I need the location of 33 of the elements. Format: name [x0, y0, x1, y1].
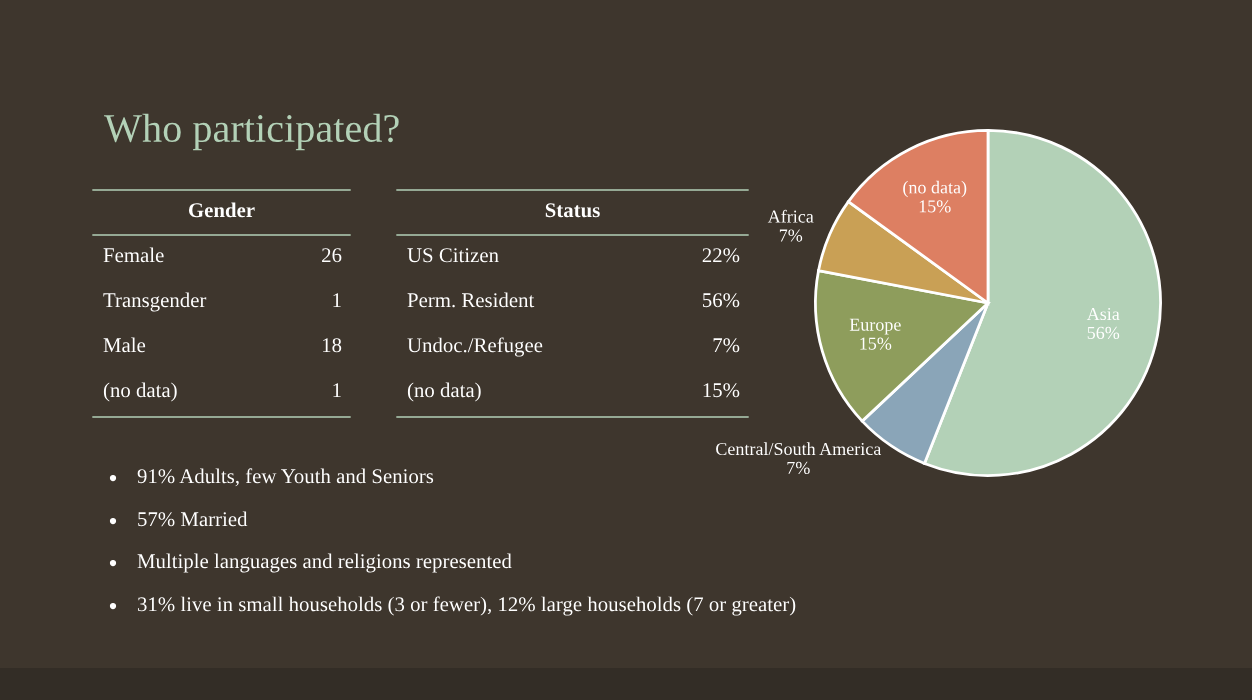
slice-label: (no data) — [903, 180, 967, 198]
slice-label: Africa — [767, 209, 814, 223]
slice-label: Central/South America — [716, 442, 882, 456]
data-label: 56% — [1087, 326, 1120, 339]
category-label: Female — [103, 247, 164, 263]
text: 57% Married — [138, 511, 248, 527]
text: Multiple languages and religions represented — [137, 553, 512, 573]
slice-label: Asia — [1086, 307, 1120, 321]
category-label: Transgender — [103, 292, 207, 312]
data-label: 18 — [323, 338, 342, 353]
category-label: US Citizen — [407, 248, 499, 263]
data-label: 1 — [333, 383, 341, 398]
category-label: Undoc./Refugee — [407, 337, 543, 357]
text: 91% Adults, few Youth and Seniors — [137, 468, 434, 487]
data-label: 15% — [860, 337, 892, 350]
data-label: 22% — [702, 248, 740, 263]
category-label: (no data) — [103, 382, 177, 402]
text: Gender — [188, 202, 255, 218]
data-label: 56% — [703, 293, 740, 308]
text: 31% live in small households (3 or fewer), 12% large households (7 or greater) — [138, 596, 796, 616]
data-label: 26 — [322, 248, 342, 263]
slice-label: Europe — [849, 318, 901, 335]
data-label: 1 — [333, 293, 341, 308]
data-label: 7% — [713, 338, 740, 353]
data-label: 15% — [919, 200, 951, 213]
category-label: (no data) — [407, 382, 481, 402]
category-label: Perm. Resident — [407, 292, 535, 308]
category-label: Male — [103, 337, 146, 353]
text: Who participated? — [104, 113, 399, 151]
data-label: 7% — [787, 461, 810, 474]
data-label: 15% — [703, 383, 740, 398]
text: Status — [545, 203, 600, 218]
data-label: 7% — [779, 229, 803, 242]
